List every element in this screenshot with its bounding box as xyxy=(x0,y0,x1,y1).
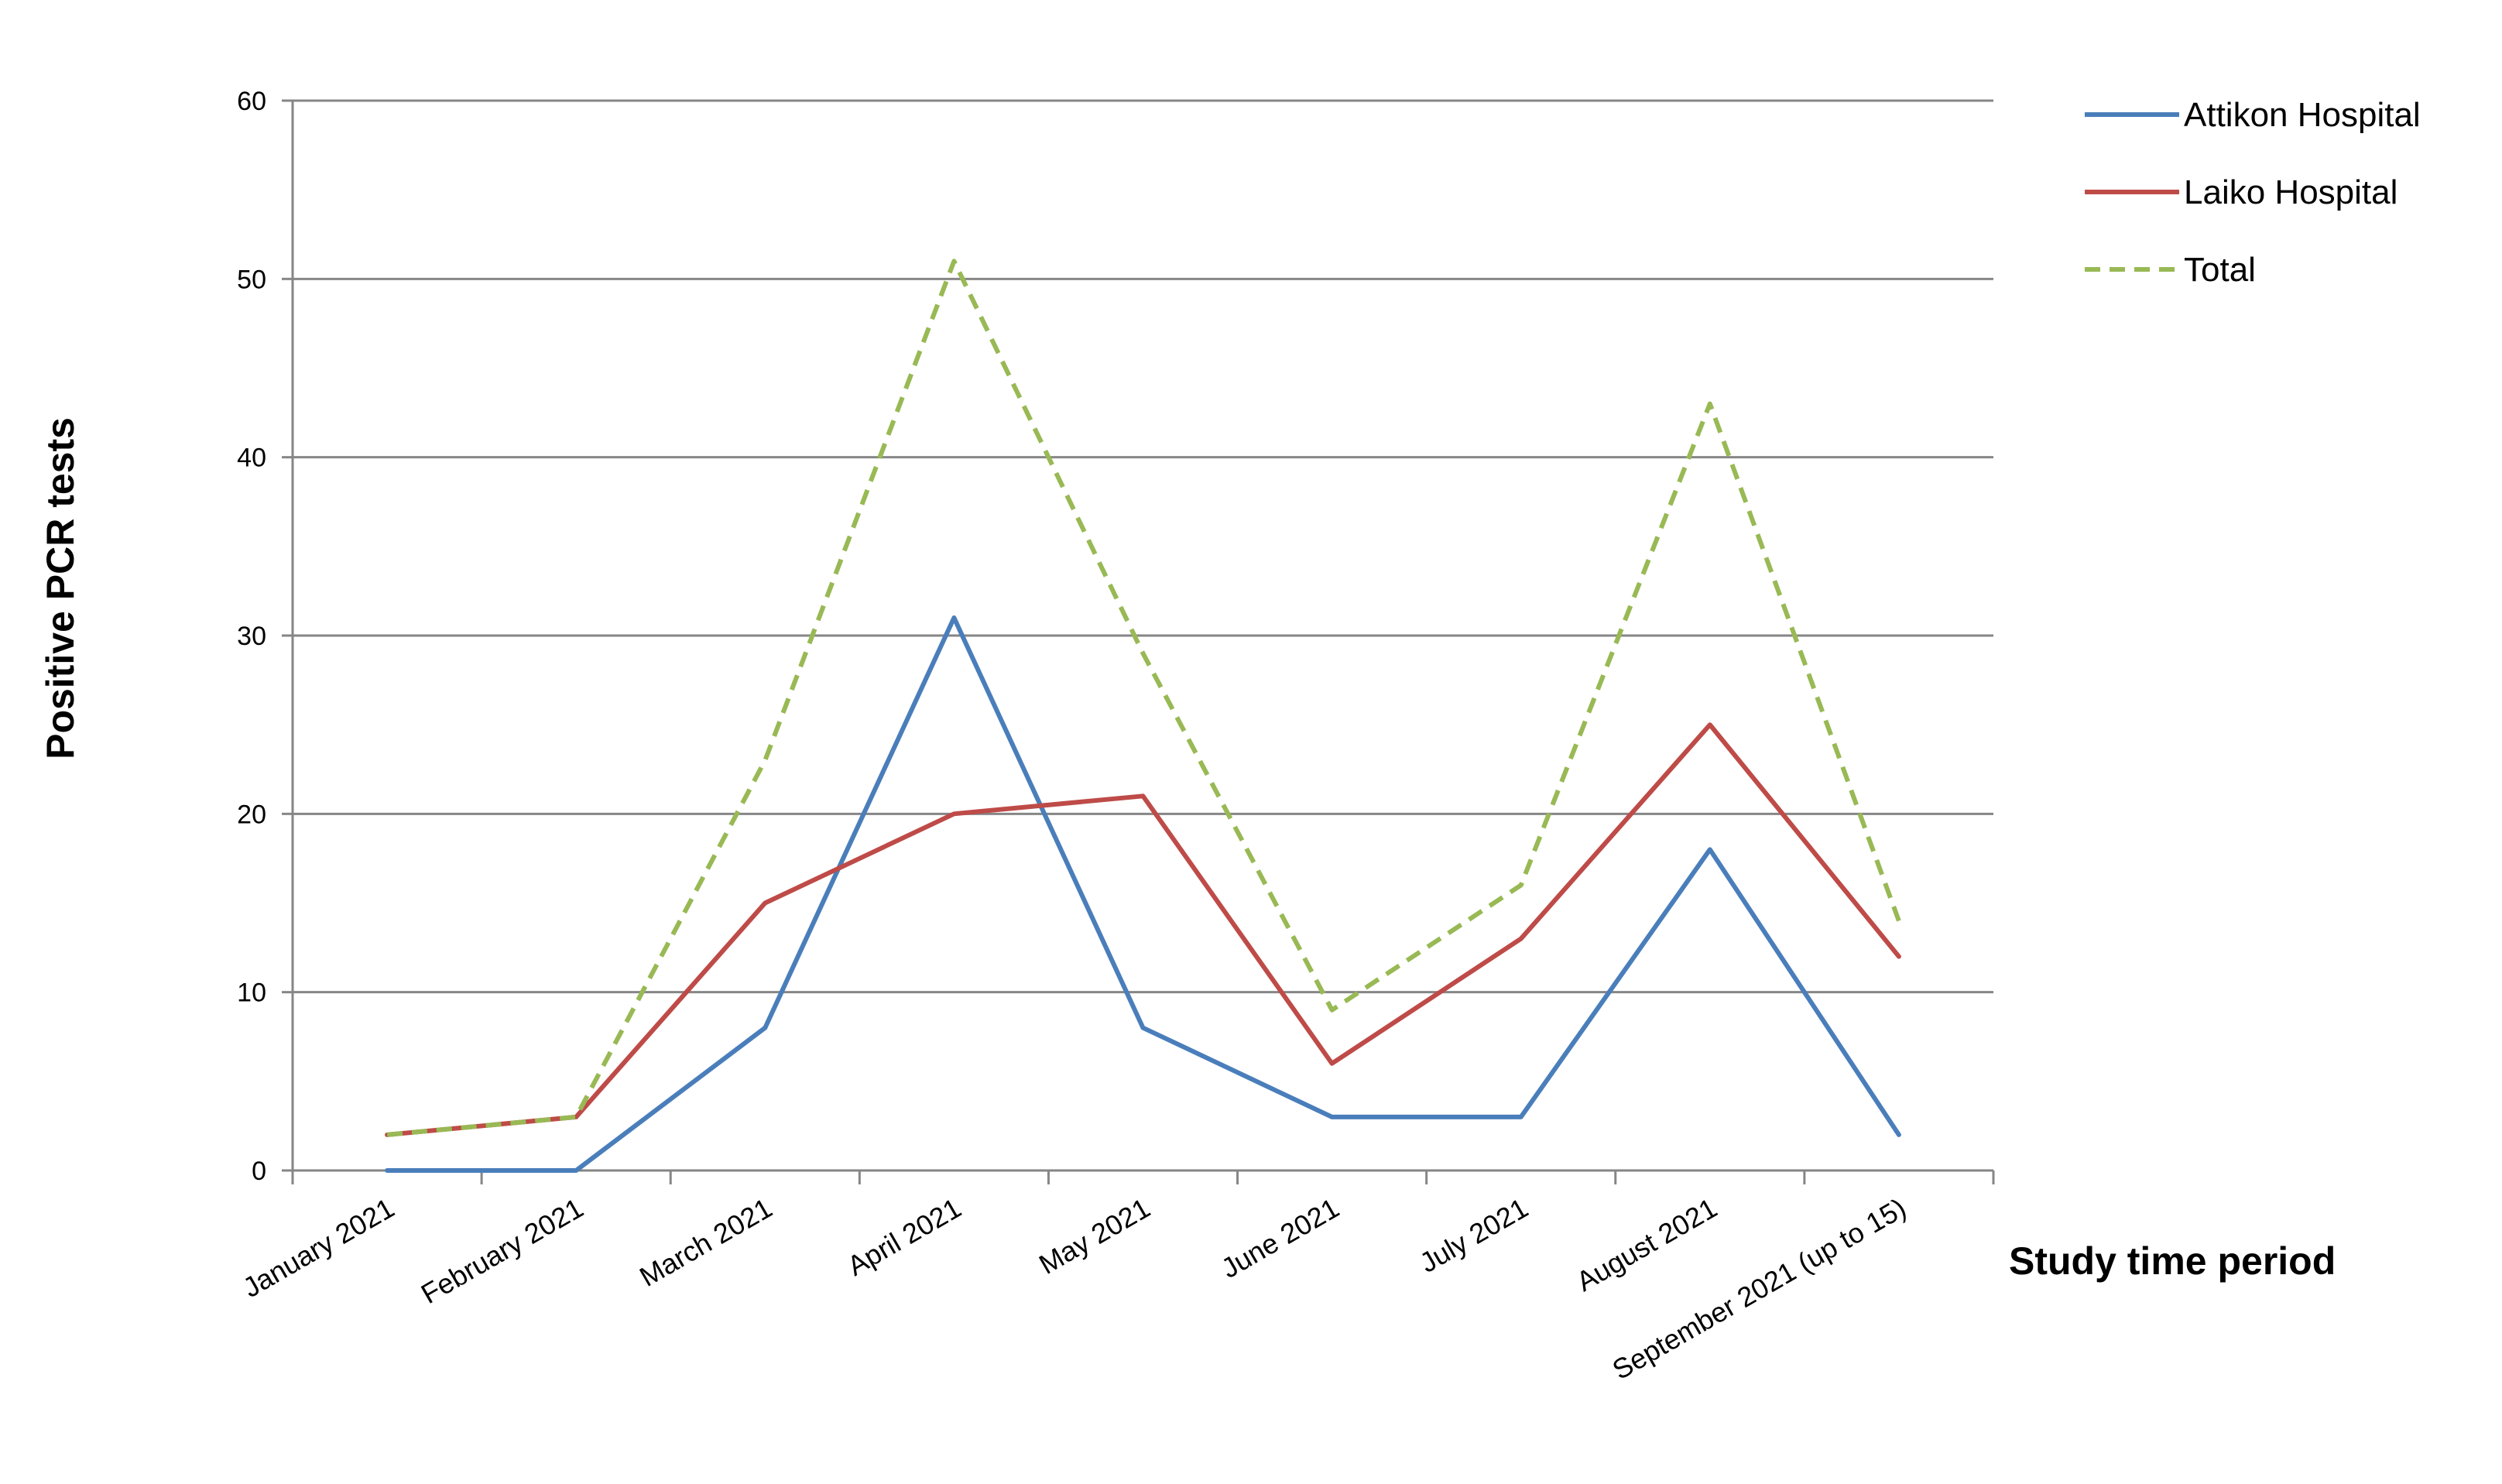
x-tick-label-4: May 2021 xyxy=(1033,1191,1155,1280)
y-tick-label-20: 20 xyxy=(237,800,266,829)
x-tick-label-2: March 2021 xyxy=(634,1191,777,1293)
x-tick-label-6: July 2021 xyxy=(1414,1191,1534,1279)
y-tick-label-60: 60 xyxy=(237,87,266,116)
x-axis-ticks: January 2021 February 2021 March 2021 April… xyxy=(238,1170,1995,1386)
axes xyxy=(291,101,1993,1184)
y-tick-label-40: 40 xyxy=(237,444,266,473)
legend-label-laiko-hospital: Laiko Hospital xyxy=(2184,173,2397,211)
y-tick-label-0: 0 xyxy=(252,1157,266,1186)
legend-label-total: Total xyxy=(2184,251,2256,289)
y-axis-title: Positive PCR tests xyxy=(39,417,82,759)
y-tick-label-10: 10 xyxy=(237,978,266,1008)
series-line-laiko-hospital xyxy=(385,722,1901,1137)
series-line-attikon-hospital xyxy=(385,615,1901,1173)
x-axis-title: Study time period xyxy=(2009,1239,2336,1283)
x-tick-label-3: April 2021 xyxy=(841,1191,966,1282)
y-axis-ticks: 0 10 20 30 40 50 60 xyxy=(237,87,293,1186)
x-tick-label-0: January 2021 xyxy=(238,1191,399,1304)
x-tick-label-1: February 2021 xyxy=(416,1191,588,1310)
x-tick-label-8: September 2021 (up to 15) xyxy=(1607,1191,1911,1386)
legend: Attikon Hospital Laiko Hospital Total xyxy=(2085,96,2421,289)
y-tick-label-50: 50 xyxy=(237,265,266,294)
series-layer xyxy=(385,259,1901,1173)
x-tick-label-7: August 2021 xyxy=(1571,1191,1722,1297)
series-line-total xyxy=(386,259,1901,1137)
y-tick-label-30: 30 xyxy=(237,622,266,651)
gridlines xyxy=(293,99,1993,994)
x-tick-label-5: June 2021 xyxy=(1215,1191,1344,1284)
legend-label-attikon-hospital: Attikon Hospital xyxy=(2184,96,2421,134)
